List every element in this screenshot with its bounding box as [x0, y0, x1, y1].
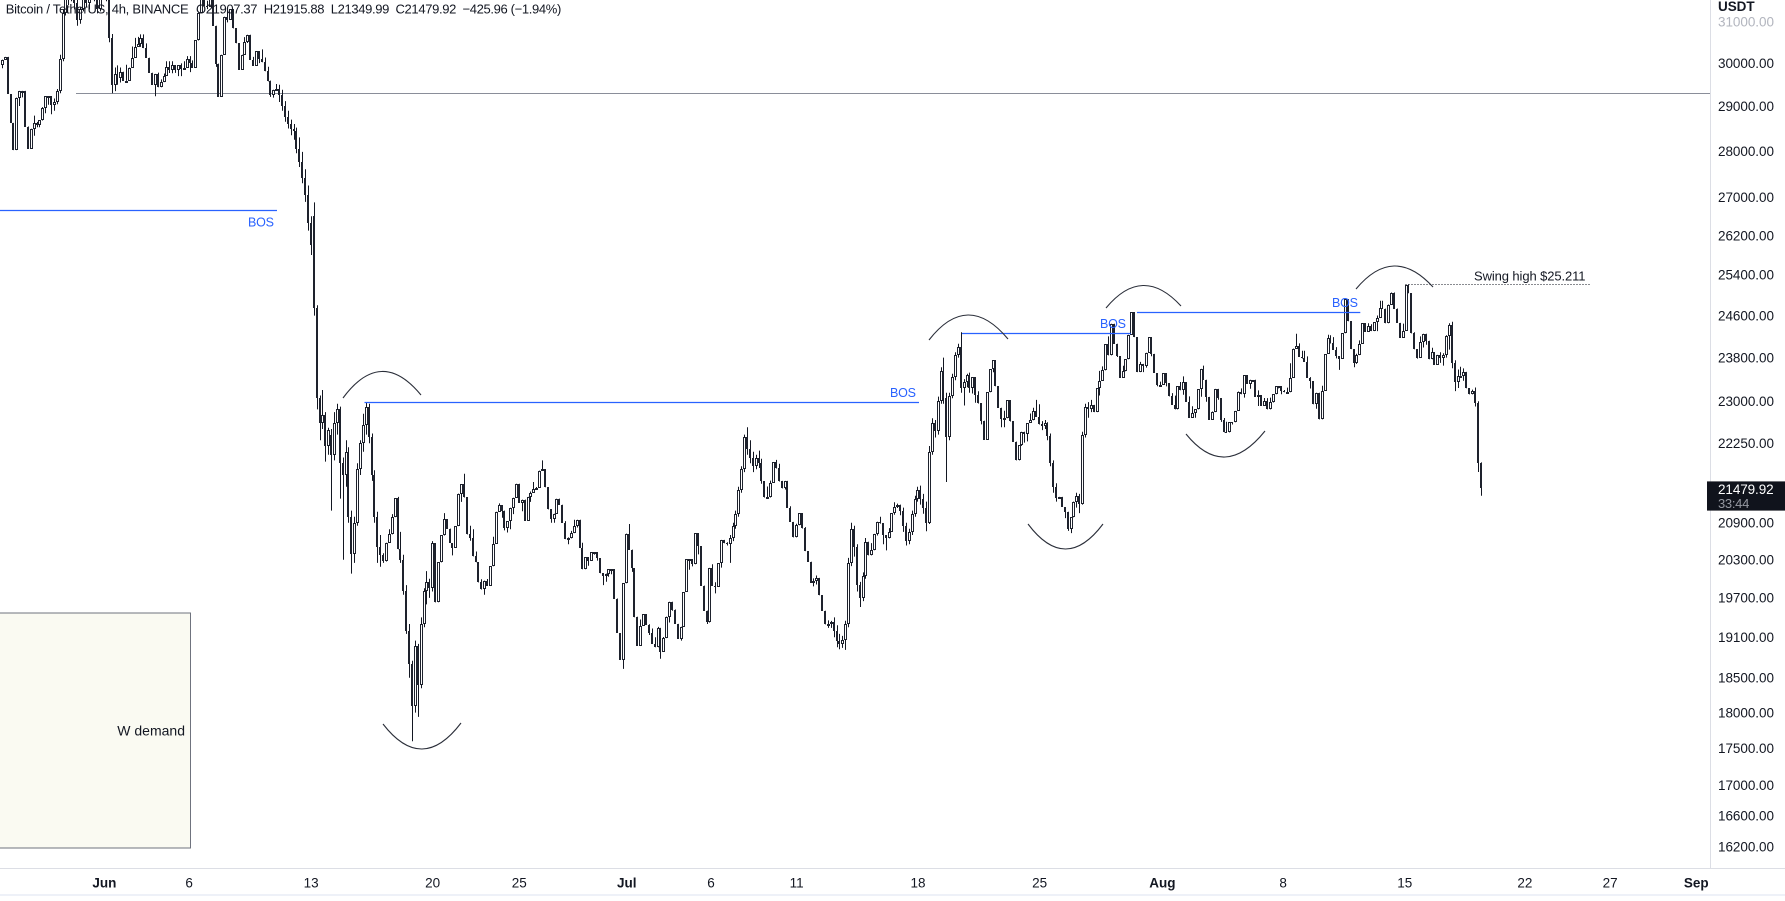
- svg-text:16200.00: 16200.00: [1718, 839, 1774, 854]
- svg-text:25: 25: [1032, 876, 1047, 891]
- svg-text:Sep: Sep: [1684, 876, 1709, 891]
- svg-text:23000.00: 23000.00: [1718, 394, 1774, 409]
- svg-text:17000.00: 17000.00: [1718, 778, 1774, 793]
- svg-text:20: 20: [425, 876, 440, 891]
- svg-text:Jun: Jun: [92, 876, 116, 891]
- svg-text:BOS: BOS: [248, 216, 274, 230]
- svg-text:18500.00: 18500.00: [1718, 671, 1774, 686]
- svg-text:22: 22: [1517, 876, 1532, 891]
- svg-text:Swing high $25.211: Swing high $25.211: [1474, 269, 1585, 284]
- svg-text:13: 13: [304, 876, 319, 891]
- svg-text:USDT: USDT: [1718, 0, 1755, 14]
- svg-text:Aug: Aug: [1149, 876, 1175, 891]
- svg-text:19100.00: 19100.00: [1718, 630, 1774, 645]
- svg-text:W demand: W demand: [117, 723, 185, 739]
- svg-text:6: 6: [707, 876, 715, 891]
- svg-text:11: 11: [790, 876, 804, 891]
- svg-text:18000.00: 18000.00: [1718, 705, 1774, 720]
- svg-text:33:44: 33:44: [1718, 496, 1749, 511]
- svg-text:6: 6: [185, 876, 193, 891]
- svg-text:20300.00: 20300.00: [1718, 553, 1774, 568]
- svg-text:Jul: Jul: [617, 876, 637, 891]
- svg-text:19700.00: 19700.00: [1718, 591, 1774, 606]
- svg-text:23800.00: 23800.00: [1718, 350, 1774, 365]
- svg-text:30000.00: 30000.00: [1718, 56, 1774, 71]
- svg-text:8: 8: [1279, 876, 1287, 891]
- svg-text:24600.00: 24600.00: [1718, 308, 1774, 323]
- svg-text:BOS: BOS: [1100, 317, 1126, 331]
- svg-text:18: 18: [910, 876, 925, 891]
- svg-text:26200.00: 26200.00: [1718, 228, 1774, 243]
- svg-text:28000.00: 28000.00: [1718, 144, 1774, 159]
- svg-text:25: 25: [512, 876, 527, 891]
- svg-text:O21907.37 H21915.88 L21349.9: O21907.37 H21915.88 L21349.99 C21479.92 …: [196, 2, 561, 17]
- svg-text:BOS: BOS: [1332, 296, 1358, 310]
- svg-text:21479.92: 21479.92: [1718, 482, 1774, 497]
- svg-text:27: 27: [1603, 876, 1618, 891]
- svg-text:31000.00: 31000.00: [1718, 14, 1774, 29]
- svg-text:17500.00: 17500.00: [1718, 741, 1774, 756]
- svg-text:29000.00: 29000.00: [1718, 99, 1774, 114]
- svg-text:BOS: BOS: [890, 386, 916, 400]
- svg-text:16600.00: 16600.00: [1718, 808, 1774, 823]
- svg-text:22250.00: 22250.00: [1718, 436, 1774, 451]
- svg-text:25400.00: 25400.00: [1718, 268, 1774, 283]
- svg-text:15: 15: [1397, 876, 1412, 891]
- svg-text:Bitcoin / TetherUS, 4h, BINANC: Bitcoin / TetherUS, 4h, BINANCE: [6, 2, 189, 17]
- svg-text:20900.00: 20900.00: [1718, 516, 1774, 531]
- svg-text:27000.00: 27000.00: [1718, 190, 1774, 205]
